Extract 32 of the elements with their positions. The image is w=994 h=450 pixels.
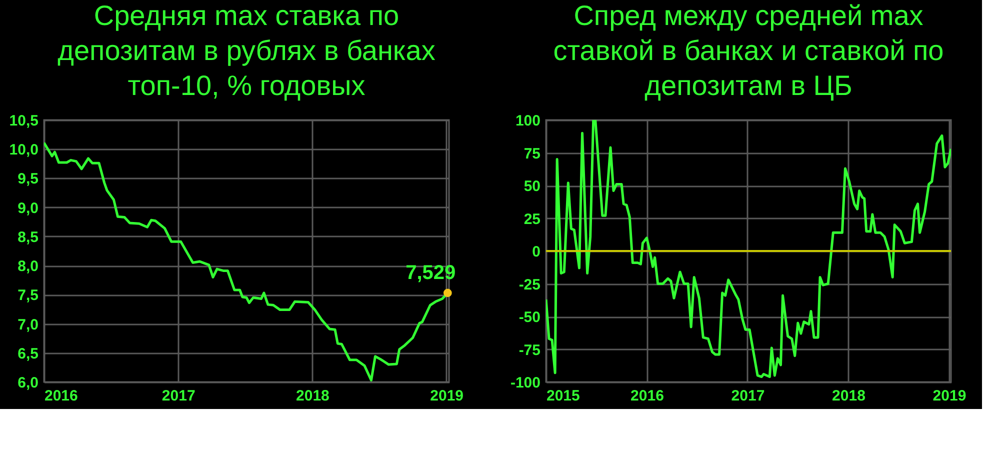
y-tick-label: -100 [510, 374, 540, 392]
y-tick-label: 10,5 [9, 112, 38, 130]
y-tick-label: -25 [518, 276, 540, 294]
y-tick-label: 7,0 [18, 316, 38, 334]
y-tick-label: -75 [518, 342, 540, 359]
line-series [546, 120, 951, 378]
x-tick-label: 2016 [44, 388, 78, 404]
y-tick-label: 8,5 [18, 228, 38, 246]
chart-title: Средняя max ставка по депозитам в рублях в банках топ-10, % годовых [58, 0, 436, 101]
x-tick-label: 2018 [832, 388, 866, 404]
x-tick-label: 2015 [546, 388, 580, 404]
x-tick-label: 2016 [630, 388, 664, 404]
x-tick-label: 2017 [162, 388, 196, 404]
y-tick-label: 0 [532, 244, 540, 260]
y-tick-label: 75 [524, 145, 540, 162]
y-tick-label: 9,5 [18, 170, 38, 188]
y-tick-label: 6,5 [18, 345, 38, 362]
annotation: 7,529 [406, 262, 456, 284]
y-tick-label: 7,5 [18, 287, 38, 304]
x-tick-label: 2018 [296, 388, 330, 404]
y-tick-label: 25 [524, 210, 540, 228]
y-tick-label: 8,0 [18, 258, 38, 276]
chart-title: Спред между средней max ставкой в банках и ставкой по депозитам в ЦБ [553, 0, 944, 101]
y-tick-label: 100 [515, 112, 540, 130]
y-tick-label: 50 [524, 178, 540, 195]
y-tick-label: 10,0 [9, 142, 38, 159]
y-tick-label: -50 [518, 309, 540, 326]
y-tick-label: 6,0 [18, 374, 38, 392]
x-tick-label: 2017 [731, 388, 765, 404]
x-tick-label: 2019 [932, 388, 966, 404]
y-tick-label: 9,0 [18, 200, 38, 217]
x-tick-label: 2019 [430, 388, 464, 404]
